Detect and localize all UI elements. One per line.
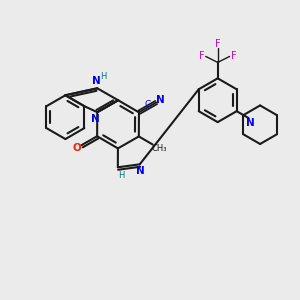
Text: F: F: [199, 51, 205, 62]
Text: F: F: [231, 51, 236, 62]
Text: O: O: [72, 143, 81, 153]
Text: N: N: [246, 118, 255, 128]
Text: CH₃: CH₃: [152, 144, 167, 153]
Text: N: N: [92, 76, 100, 86]
Text: H: H: [118, 171, 124, 180]
Text: F: F: [215, 40, 220, 50]
Text: N: N: [136, 166, 145, 176]
Text: N: N: [156, 95, 165, 105]
Text: H: H: [100, 72, 106, 81]
Text: C: C: [145, 100, 151, 109]
Text: N: N: [91, 114, 100, 124]
